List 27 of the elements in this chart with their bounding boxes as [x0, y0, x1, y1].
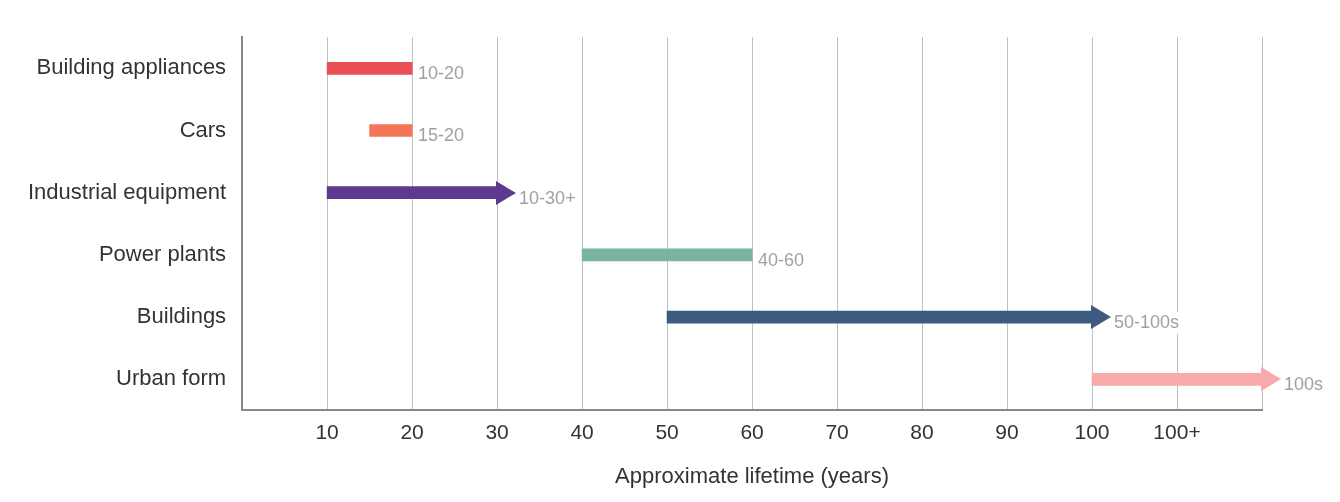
x-tick-label: 80 [910, 419, 934, 443]
annotation: 15-20 [418, 125, 465, 146]
x-tick-label: 60 [740, 419, 764, 443]
x-axis-title: Approximate lifetime (years) [615, 462, 889, 488]
x-tick-label: 100+ [1153, 419, 1201, 443]
x-tick-label: 90 [995, 419, 1019, 443]
y-tick-label: Urban form [116, 365, 227, 391]
x-tick-label: 70 [825, 419, 849, 443]
x-tick-label: 40 [570, 419, 594, 443]
x-tick-label: 20 [400, 419, 424, 443]
y-tick-label: Buildings [136, 303, 227, 329]
y-tick-label: Industrial equipment [27, 178, 227, 204]
bar [581, 248, 753, 262]
annotation: 40-60 [758, 249, 805, 270]
annotation: 50-100s [1114, 312, 1180, 333]
annotation: 10-20 [418, 63, 465, 84]
bar [326, 61, 413, 75]
x-tick-label: 10 [315, 419, 339, 443]
y-tick-label: Building appliances [36, 54, 227, 80]
y-tick-label: Power plants [98, 240, 227, 266]
bar [369, 124, 413, 137]
x-tick-label: 50 [655, 419, 679, 443]
annotation: 10-30+ [519, 187, 576, 208]
x-tick-label: 30 [485, 419, 509, 443]
y-tick-label: Cars [179, 116, 227, 142]
x-tick-label: 100 [1074, 419, 1110, 443]
annotation: 100s [1284, 374, 1324, 395]
